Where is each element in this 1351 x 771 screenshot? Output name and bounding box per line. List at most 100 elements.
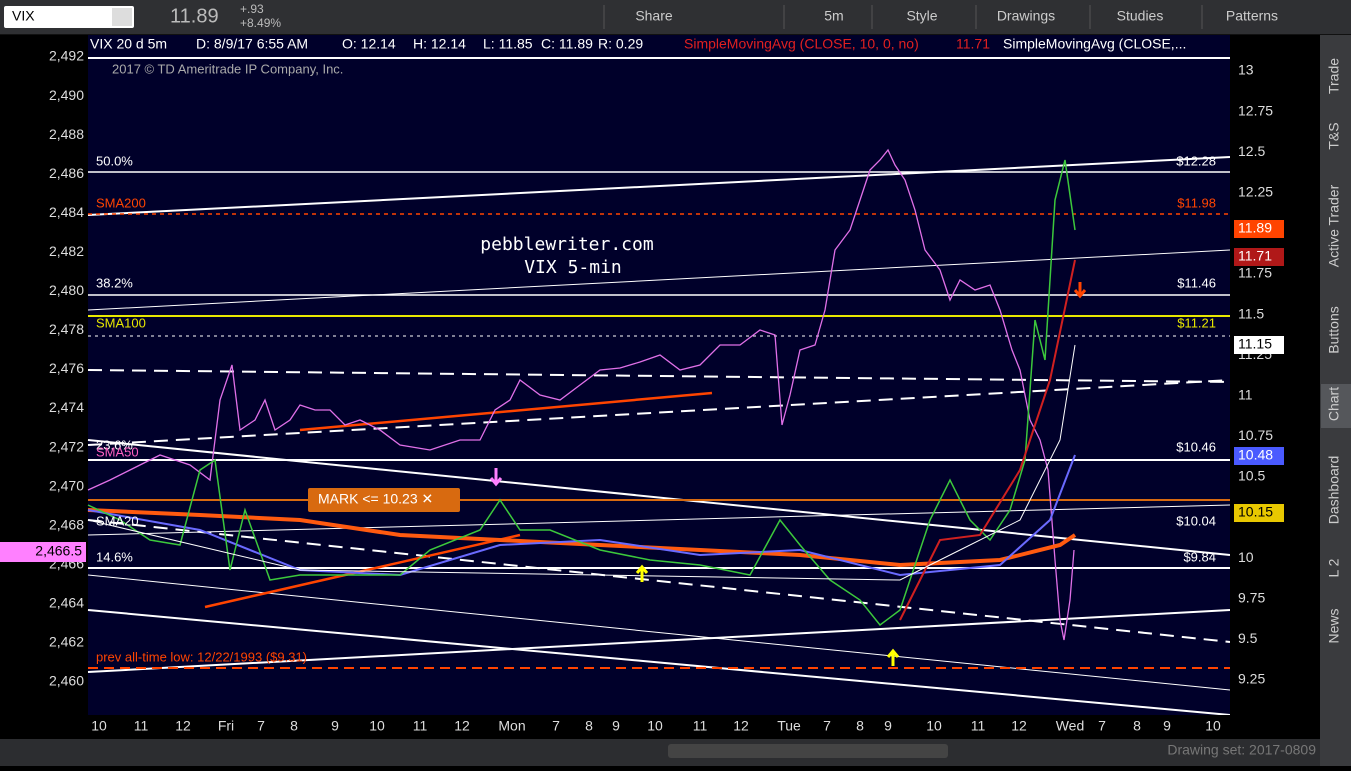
x-tick-label: 10 xyxy=(926,718,942,734)
x-tick-label: 10 xyxy=(1205,718,1221,734)
y2-tick-label: 11 xyxy=(1238,387,1253,403)
x-tick-label: 10 xyxy=(647,718,663,734)
price-tag xyxy=(1234,336,1284,354)
y2-tick-label: 9.5 xyxy=(1238,630,1258,646)
price-tag xyxy=(1234,504,1284,522)
y-tick-label: 2,484 xyxy=(49,204,84,220)
toolbar-button[interactable]: 5m xyxy=(824,8,843,24)
trend-line xyxy=(87,609,1231,716)
header-item: O: 12.14 xyxy=(342,36,396,52)
arrow xyxy=(1073,282,1087,299)
toolbar-button[interactable]: Share xyxy=(635,8,673,24)
change: +.93 xyxy=(240,2,264,16)
spx-line xyxy=(87,148,1075,641)
dashed-line xyxy=(87,379,1231,446)
symbol-box[interactable] xyxy=(4,6,134,28)
trend-line xyxy=(87,156,1231,216)
x-tick-label: 9 xyxy=(1163,718,1171,734)
price-tag-label: 11.71 xyxy=(1238,248,1272,264)
x-tick-label: 10 xyxy=(91,718,107,734)
copyright: 2017 © TD Ameritrade IP Company, Inc. xyxy=(112,61,343,76)
x-tick-label: 8 xyxy=(856,718,864,734)
toolbar-button[interactable]: Drawings xyxy=(997,8,1055,24)
side-tab[interactable]: Buttons xyxy=(1326,306,1342,353)
x-tick-label: Mon xyxy=(498,718,525,734)
marker-bg xyxy=(0,542,86,562)
mark-label[interactable]: MARK <= 10.23 ✕ xyxy=(318,491,433,507)
left-axis-labels: 2,492 2,490 2,488 2,486 2,484 2,482 2,480 2,478… xyxy=(0,48,86,689)
trend-line xyxy=(87,249,1231,311)
level-value: $10.46 xyxy=(1176,439,1216,454)
header-item: D: 8/9/17 6:55 AM xyxy=(196,36,308,52)
chart-area xyxy=(88,35,1230,715)
x-tick-label: 11 xyxy=(971,718,986,734)
x-axis-labels: 10 11 12 Fri 7 8 9 10 11 12 Mon 7 8 9 10 11 12 Tue 7 8 9 10 11… xyxy=(91,718,1221,734)
level-value: $11.98 xyxy=(1177,195,1216,210)
level-label: 50.0% xyxy=(96,153,133,168)
y2-tick-label: 13 xyxy=(1238,62,1254,78)
price-tag xyxy=(1234,447,1284,465)
toolbar-button[interactable]: Patterns xyxy=(1226,8,1278,24)
x-tick-label: 10 xyxy=(369,718,385,734)
side-tab[interactable]: Active Trader xyxy=(1326,184,1342,267)
trend-line xyxy=(87,504,1231,536)
mark-box[interactable] xyxy=(308,488,460,512)
header-item: H: 12.14 xyxy=(413,36,466,52)
y-tick-label: 2,490 xyxy=(49,87,84,103)
y-tick-label: 2,464 xyxy=(49,595,84,611)
header-item: SimpleMovingAvg (CLOSE, 10, 0, no) xyxy=(684,36,919,52)
drawing-set[interactable]: Drawing set: 2017-0809 xyxy=(1167,742,1316,758)
x-tick-label: 9 xyxy=(331,718,339,734)
symbol-dropdown[interactable] xyxy=(112,8,132,26)
x-tick-label: 9 xyxy=(884,718,892,734)
header-bar xyxy=(88,35,1230,57)
y-tick-label: 2,488 xyxy=(49,126,84,142)
side-tab[interactable]: L 2 xyxy=(1326,558,1342,577)
sma-line xyxy=(87,454,1076,577)
y-tick-label: 2,482 xyxy=(49,243,84,259)
level-label: 14.6% xyxy=(96,549,133,564)
level-value: $11.46 xyxy=(1177,275,1216,290)
trend-line xyxy=(87,609,1231,673)
y2-tick-label: 9.25 xyxy=(1238,671,1265,687)
left-axis xyxy=(0,35,88,715)
toolbar-button[interactable]: Style xyxy=(906,8,937,24)
price-tag xyxy=(1234,248,1284,266)
y-marker: 2,466.5 xyxy=(35,543,82,559)
level-label: prev all-time low: 12/22/1993 ($9.31) xyxy=(96,649,307,664)
change-pct: +8.49% xyxy=(240,16,281,30)
y-tick-label: 2,460 xyxy=(49,673,84,689)
side-tab[interactable]: News xyxy=(1326,608,1342,643)
side-tab[interactable]: Trade xyxy=(1326,58,1342,94)
x-tick-label: 7 xyxy=(823,718,831,734)
trend-line xyxy=(87,574,1231,691)
right-axis xyxy=(1230,35,1320,715)
dashed-line xyxy=(87,369,1231,383)
y-tick-label: 2,472 xyxy=(49,438,84,454)
last-price: 11.89 xyxy=(170,5,219,27)
drawings xyxy=(87,57,1231,716)
x-tick-label: 11 xyxy=(134,718,149,734)
y2-tick-label: 12.25 xyxy=(1238,184,1273,200)
price-line xyxy=(87,159,1076,627)
symbol[interactable]: VIX xyxy=(12,8,35,24)
watermark: VIX 5-min xyxy=(524,257,622,278)
side-tab[interactable]: T&S xyxy=(1326,122,1342,149)
y2-tick-label: 10 xyxy=(1238,549,1254,565)
x-tick-label: 9 xyxy=(612,718,620,734)
side-tab[interactable]: Chart xyxy=(1326,387,1342,421)
y2-tick-label: 12.5 xyxy=(1238,143,1265,159)
toolbar-button[interactable]: Studies xyxy=(1117,8,1164,24)
x-tick-label: 12 xyxy=(175,718,191,734)
right-axis-labels: 1312.7512.512.251211.7511.511.251110.751… xyxy=(1234,62,1284,687)
sma-line xyxy=(899,259,1076,621)
level-label: SMA100 xyxy=(96,315,146,330)
side-tab[interactable]: Dashboard xyxy=(1326,456,1342,525)
scrollbar[interactable] xyxy=(668,744,948,758)
x-tick-label: Wed xyxy=(1056,718,1085,734)
y-tick-label: 2,492 xyxy=(49,48,84,64)
x-tick-label: 12 xyxy=(454,718,470,734)
level-label: 23.6% xyxy=(96,437,133,452)
y2-tick-label: 9.75 xyxy=(1238,590,1265,606)
price-tag xyxy=(1234,220,1284,238)
